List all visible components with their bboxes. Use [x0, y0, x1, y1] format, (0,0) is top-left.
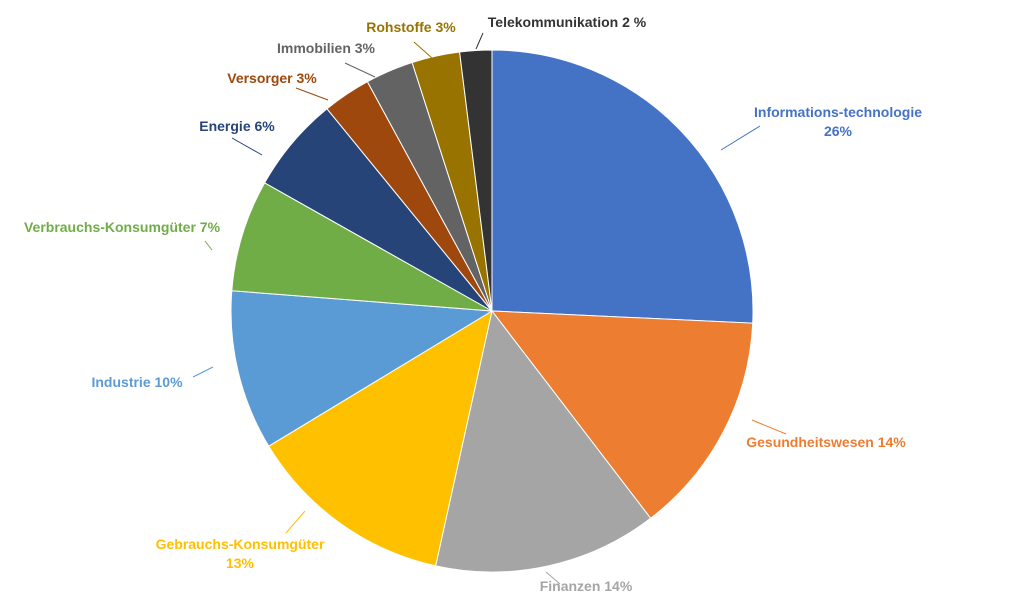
leader-line-10: [475, 32, 484, 50]
pie-slice-3: [268, 309, 493, 567]
slice-label-line: Energie 6%: [199, 118, 275, 134]
leader-line-3: [285, 510, 306, 534]
leader-line-2: [545, 571, 561, 585]
slice-label-8: Immobilien 3%: [277, 40, 376, 56]
slice-label-line: Verbrauchs-Konsumgüter 7%: [24, 219, 221, 235]
leader-line-5: [204, 240, 213, 251]
pie-slice-10: [459, 49, 493, 312]
leader-line-6: [231, 137, 263, 156]
slice-label-3: Gebrauchs-Konsumgüter 13%: [156, 536, 325, 571]
slice-label-line: Telekommunikation 2 %: [488, 14, 647, 30]
slice-label-line: Immobilien 3%: [277, 40, 376, 56]
slice-label-line: Industrie 10%: [91, 374, 183, 390]
pie-slice-5: [231, 182, 493, 312]
slice-label-5: Verbrauchs-Konsumgüter 7%: [24, 219, 221, 235]
leader-line-7: [295, 87, 329, 101]
slice-label-2: Finanzen 14%: [540, 578, 633, 594]
leader-line-1: [751, 419, 787, 435]
pie-slices: [230, 49, 754, 573]
slice-label-4: Industrie 10%: [91, 374, 183, 390]
slice-label-7: Versorger 3%: [227, 70, 317, 86]
slice-label-0: Informations-technologie 26%: [754, 104, 922, 139]
leader-line-8: [344, 62, 376, 78]
slice-label-line: 13%: [226, 555, 255, 571]
slice-label-line: Rohstoffe 3%: [366, 19, 456, 35]
leader-lines: [192, 32, 787, 585]
pie-slice-2: [435, 309, 652, 573]
leader-line-9: [413, 41, 433, 59]
slice-label-6: Energie 6%: [199, 118, 275, 134]
leader-line-4: [192, 366, 214, 378]
slice-label-line: Informations-technologie: [754, 104, 922, 120]
leader-line-0: [720, 125, 761, 151]
pie-slice-4: [230, 290, 494, 447]
slice-label-line: Finanzen 14%: [540, 578, 633, 594]
slice-label-9: Rohstoffe 3%: [366, 19, 456, 35]
slice-label-line: Gesundheitswesen 14%: [746, 434, 906, 450]
slice-label-10: Telekommunikation 2 %: [488, 14, 647, 30]
slice-label-line: Versorger 3%: [227, 70, 317, 86]
slice-label-line: Gebrauchs-Konsumgüter: [156, 536, 325, 552]
slice-labels: Informations-technologie 26% Gesundheitswe…: [24, 14, 922, 594]
pie-slice-0: [491, 49, 754, 324]
slice-label-line: 26%: [824, 123, 853, 139]
pie-slice-1: [490, 310, 754, 519]
slice-label-1: Gesundheitswesen 14%: [746, 434, 906, 450]
